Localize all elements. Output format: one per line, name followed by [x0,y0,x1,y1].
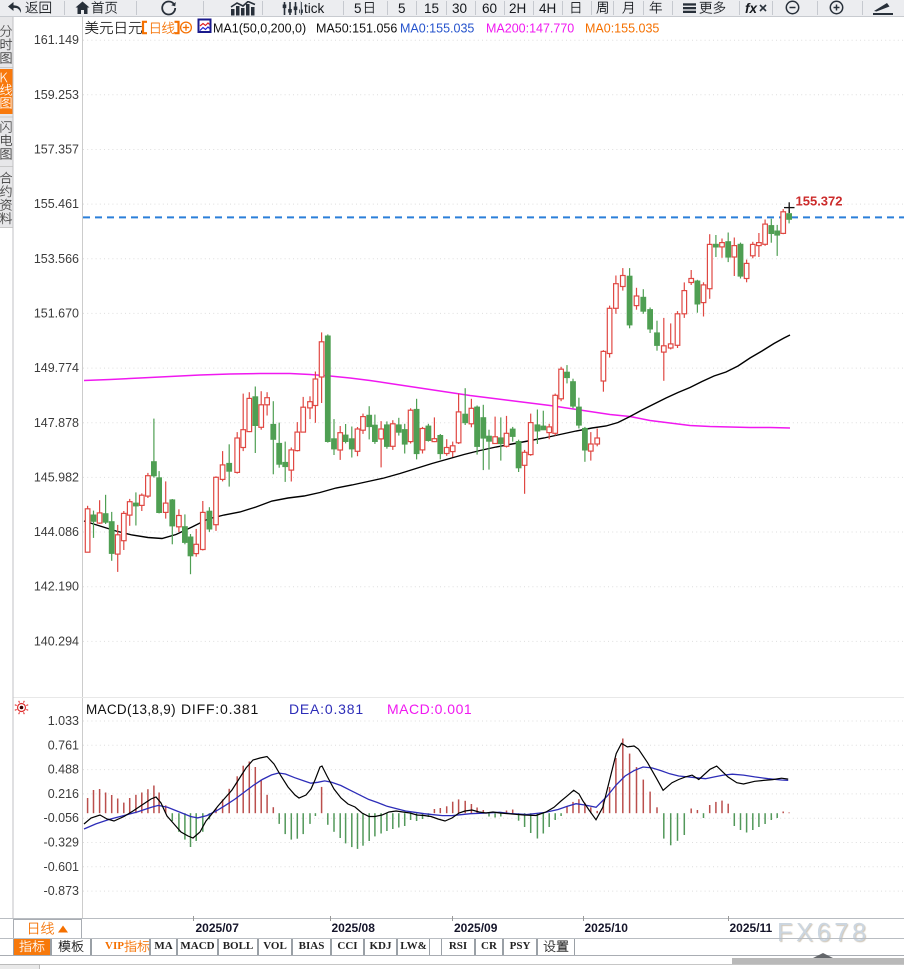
svg-text:159.253: 159.253 [34,88,79,102]
svg-text:DEA:0.381: DEA:0.381 [289,701,364,717]
svg-text:142.190: 142.190 [34,580,79,594]
svg-text:MACD:0.001: MACD:0.001 [387,701,472,717]
svg-text:0.216: 0.216 [48,787,79,801]
svg-text:DIFF:0.381: DIFF:0.381 [181,701,259,717]
svg-text:MA0:155.035: MA0:155.035 [400,22,474,36]
svg-text:149.774: 149.774 [34,361,79,375]
svg-text:MA0:155.035: MA0:155.035 [585,22,659,36]
svg-text:144.086: 144.086 [34,525,79,539]
svg-text:MA50:151.056: MA50:151.056 [316,22,397,36]
svg-text:157.357: 157.357 [34,143,79,157]
svg-text:155.372: 155.372 [796,194,843,209]
svg-text:MACD(13,8,9): MACD(13,8,9) [86,702,176,717]
svg-text:-0.329: -0.329 [44,836,79,850]
svg-text:MA200:147.770: MA200:147.770 [486,22,574,36]
svg-text:1.033: 1.033 [48,714,79,728]
svg-text:153.566: 153.566 [34,252,79,266]
svg-text:-0.601: -0.601 [44,860,79,874]
svg-text:147.878: 147.878 [34,416,79,430]
svg-text:151.670: 151.670 [34,306,79,320]
svg-text:0.761: 0.761 [48,738,79,752]
svg-text:-0.056: -0.056 [44,811,79,825]
svg-text:161.149: 161.149 [34,33,79,47]
svg-text:155.461: 155.461 [34,197,79,211]
svg-text:-0.873: -0.873 [44,884,79,898]
svg-text:MA1(50,0,200,0): MA1(50,0,200,0) [213,22,306,36]
svg-text:0.488: 0.488 [48,763,79,777]
svg-text:145.982: 145.982 [34,470,79,484]
svg-text:140.294: 140.294 [34,634,79,648]
